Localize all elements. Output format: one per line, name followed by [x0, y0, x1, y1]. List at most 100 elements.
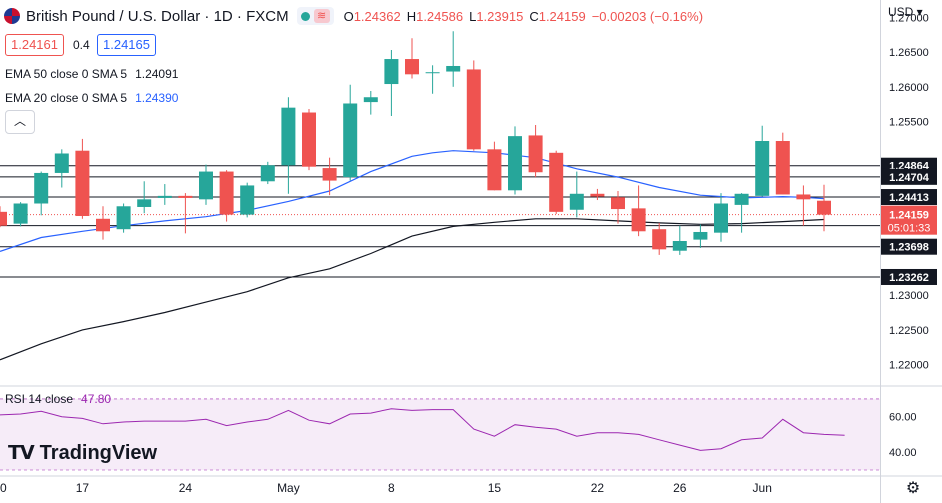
candle — [466, 69, 481, 150]
level-label-box — [881, 189, 937, 206]
delayed-data-icon: ≋ — [313, 9, 330, 23]
candle — [693, 231, 708, 240]
chart-header: British Pound / U.S. Dollar · 1D · FXCM … — [0, 4, 703, 28]
countdown-label: 05:01:33 — [888, 223, 931, 235]
time-tick-label: 0 — [0, 481, 7, 495]
price-tick-label: 1.22000 — [889, 360, 929, 372]
rsi-label: RSI 14 close — [5, 392, 74, 406]
candle — [13, 203, 28, 224]
candle — [508, 136, 522, 191]
last-price-label-box — [881, 205, 937, 235]
level-label-box — [881, 157, 937, 174]
currency-menu[interactable]: USD ▾ — [888, 5, 923, 19]
candle — [116, 206, 131, 230]
ema20-value: 1.24390 — [135, 91, 179, 105]
candle — [75, 150, 90, 217]
candle — [54, 153, 69, 173]
candle — [425, 72, 440, 74]
candle — [652, 229, 667, 250]
candle — [611, 197, 625, 210]
candle — [549, 152, 564, 212]
candle — [817, 200, 831, 215]
price-tick-label: 1.25500 — [889, 117, 929, 129]
time-tick-label: 15 — [488, 481, 502, 495]
settings-button[interactable]: ⚙ — [903, 479, 923, 499]
candle — [96, 218, 110, 232]
level-label: 1.23262 — [889, 272, 929, 284]
candle — [0, 211, 7, 226]
level-label: 1.24704 — [889, 172, 930, 184]
time-tick-label: Jun — [753, 481, 772, 495]
candle — [714, 203, 728, 233]
logo-text: TradingView — [39, 442, 158, 464]
rsi-legend[interactable]: RSI 14 close 47.80 — [5, 392, 111, 406]
low-value: 1.23915 — [476, 8, 524, 24]
ema20-label: EMA 20 close 0 SMA 5 — [5, 91, 128, 105]
ema20-line — [0, 150, 825, 252]
rsi-value: 47.80 — [81, 392, 112, 406]
candle — [405, 59, 419, 75]
candle — [384, 59, 399, 85]
candle — [528, 135, 543, 173]
time-tick-label: 17 — [76, 481, 90, 495]
time-tick-label: May — [277, 481, 300, 495]
level-label: 1.24413 — [889, 192, 929, 204]
ema20-legend[interactable]: EMA 20 close 0 SMA 5 1.24390 — [5, 91, 178, 105]
candle — [219, 171, 234, 215]
ema50-label: EMA 50 close 0 SMA 5 — [5, 67, 128, 81]
ohlc-values: O1.24362 H1.24586 L1.23915 C1.24159 −0.0… — [343, 8, 704, 24]
ask-price-button[interactable]: 1.24165 — [97, 34, 156, 56]
candle — [775, 140, 790, 195]
tradingview-logo-icon: 𝗧𝗩 — [8, 443, 35, 464]
price-tick-label: 1.22500 — [889, 325, 929, 337]
candle — [240, 185, 255, 215]
high-value: 1.24586 — [416, 8, 464, 24]
candle — [281, 107, 296, 166]
candle — [199, 171, 213, 200]
last-price-label: 1.24159 — [889, 210, 929, 222]
candle — [796, 194, 811, 200]
collapse-legend-button[interactable]: ︿ — [5, 110, 35, 134]
candle — [755, 140, 770, 196]
candle — [260, 165, 275, 182]
price-tick-label: 1.23000 — [889, 290, 929, 302]
open-value: 1.24362 — [353, 8, 401, 24]
price-tick-label: 1.26500 — [889, 47, 929, 59]
ema50-value: 1.24091 — [135, 67, 179, 81]
spread-value: 0.4 — [73, 38, 90, 52]
time-tick-label: 8 — [388, 481, 395, 495]
symbol-title[interactable]: British Pound / U.S. Dollar · 1D · FXCM — [26, 7, 289, 25]
level-label-box — [881, 217, 937, 234]
market-status-icon — [300, 11, 310, 21]
candle — [34, 172, 49, 204]
gear-icon: ⚙ — [905, 480, 921, 497]
candle — [487, 149, 502, 191]
candle — [178, 195, 193, 198]
bid-price-button[interactable]: 1.24161 — [5, 34, 64, 56]
time-tick-label: 22 — [591, 481, 605, 495]
level-label: 1.24002 — [889, 221, 929, 233]
candle — [734, 193, 749, 205]
level-label-box — [881, 168, 937, 185]
level-label: 1.23698 — [889, 242, 929, 254]
candle — [322, 168, 337, 181]
price-tick-label: 1.26000 — [889, 82, 929, 94]
candle — [363, 97, 378, 103]
candle — [302, 112, 316, 167]
candle — [631, 208, 646, 232]
time-tick-label: 26 — [673, 481, 687, 495]
market-status[interactable]: ≋ — [296, 7, 334, 25]
candle — [157, 195, 172, 198]
candle — [343, 103, 358, 178]
level-label: 1.24864 — [889, 161, 930, 173]
time-tick-label: 24 — [179, 481, 193, 495]
change-value: −0.00203 (−0.16%) — [591, 8, 704, 24]
candle — [569, 193, 584, 210]
candle — [446, 65, 461, 72]
level-label-box — [881, 268, 937, 285]
ema50-legend[interactable]: EMA 50 close 0 SMA 5 1.24091 — [5, 67, 178, 81]
currency-flag-icon — [4, 8, 20, 24]
candle — [590, 193, 605, 197]
tradingview-logo[interactable]: 𝗧𝗩 TradingView — [8, 442, 157, 465]
